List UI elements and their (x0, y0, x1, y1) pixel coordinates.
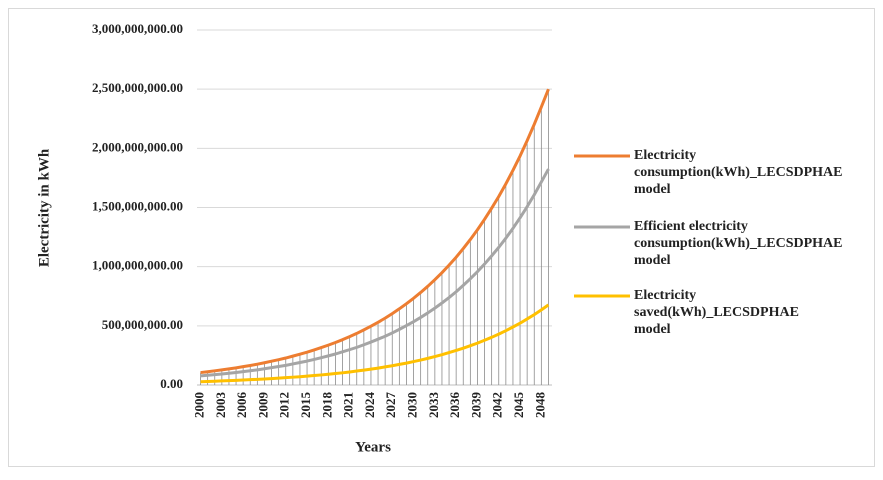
legend-label: Electricity consumption(kWh)_LECSDPHAE m… (634, 148, 843, 197)
x-tick-label: 2012 (277, 392, 292, 418)
x-tick-label: 2021 (341, 392, 356, 418)
x-tick-label: 2015 (298, 392, 313, 419)
x-tick-label: 2045 (511, 392, 526, 419)
y-tick-label: 1,000,000,000.00 (92, 258, 183, 273)
y-axis-title: Electricity in kWh (36, 148, 52, 267)
x-tick-label: 2030 (405, 392, 420, 418)
x-tick-label: 2042 (490, 392, 505, 418)
x-tick-label: 2048 (532, 392, 547, 419)
chart-border (8, 8, 875, 467)
x-axis-title: Years (355, 439, 391, 455)
x-tick-label: 2018 (319, 392, 334, 419)
x-tick-label: 2027 (383, 392, 398, 419)
y-tick-label: 3,000,000,000.00 (92, 21, 183, 36)
y-tick-label: 0.00 (160, 376, 183, 391)
x-tick-label: 2033 (426, 392, 441, 419)
legend-label: Electricity saved(kWh)_LECSDPHAE model (634, 288, 799, 337)
x-tick-label: 2009 (255, 392, 270, 419)
x-tick-label: 2003 (213, 392, 228, 419)
x-tick-label: 2000 (192, 392, 207, 418)
series-line (200, 168, 550, 378)
y-tick-label: 2,500,000,000.00 (92, 80, 183, 95)
series-line (200, 88, 550, 375)
series-line (200, 303, 550, 384)
y-tick-label: 500,000,000.00 (102, 317, 183, 332)
x-tick-label: 2024 (362, 392, 377, 419)
x-tick-label: 2006 (234, 392, 249, 419)
x-tick-label: 2036 (447, 392, 462, 419)
y-tick-label: 1,500,000,000.00 (92, 198, 183, 213)
x-tick-label: 2039 (468, 392, 483, 419)
legend-label: Efficient electricity consumption(kWh)_L… (634, 219, 843, 268)
y-tick-label: 2,000,000,000.00 (92, 139, 183, 154)
